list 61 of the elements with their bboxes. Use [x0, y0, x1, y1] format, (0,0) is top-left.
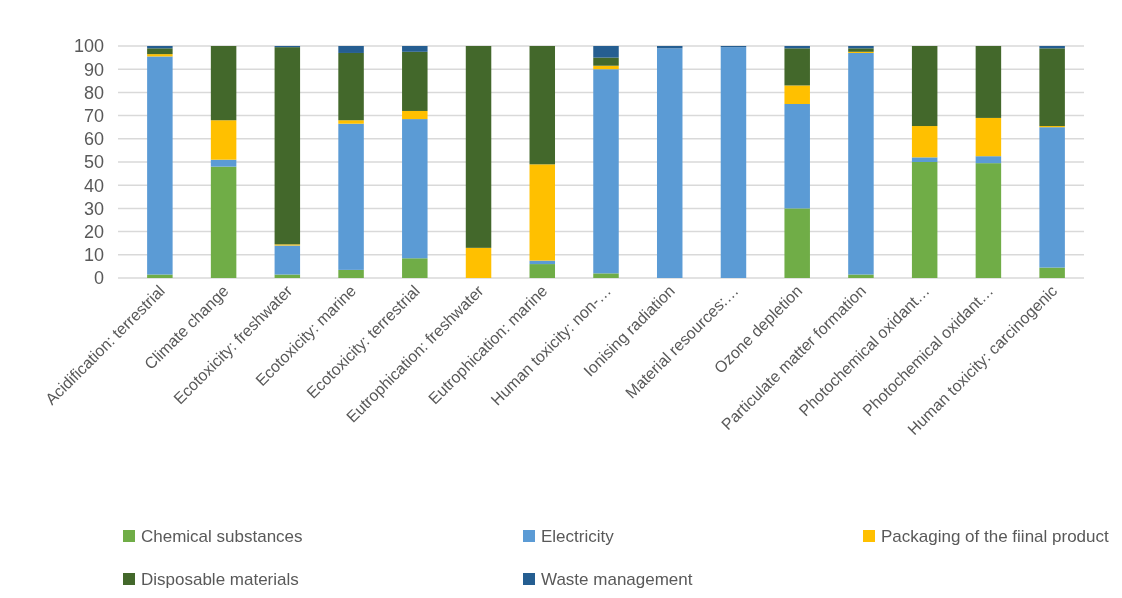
bar	[465, 46, 492, 248]
y-tick-label: 100	[73, 36, 104, 57]
bar	[210, 46, 237, 121]
y-tick-label: 40	[83, 175, 104, 196]
bar	[1039, 127, 1065, 268]
bar	[529, 264, 556, 278]
bar	[911, 126, 938, 158]
bar	[593, 57, 619, 66]
bar	[784, 48, 810, 86]
legend-label: Chemical substances	[141, 526, 303, 546]
bar	[274, 245, 301, 275]
bar	[784, 208, 810, 278]
y-tick-label: 90	[83, 59, 104, 80]
bar	[1039, 48, 1065, 127]
y-tick-label: 60	[83, 129, 104, 150]
bar	[338, 123, 364, 270]
bar	[784, 104, 810, 209]
bar	[593, 69, 619, 274]
bar	[848, 52, 874, 275]
y-tick-label: 10	[83, 245, 104, 266]
y-tick-label: 80	[83, 82, 104, 103]
bar	[402, 110, 428, 120]
y-tick-label: 30	[83, 198, 104, 219]
bar	[147, 48, 173, 55]
legend-label: Electricity	[541, 526, 615, 546]
legend-label: Disposable materials	[141, 569, 299, 589]
y-tick-label: 20	[83, 221, 104, 242]
bar	[784, 85, 810, 104]
bar	[147, 56, 173, 275]
bar	[529, 46, 556, 165]
bar	[720, 47, 747, 278]
bar	[656, 48, 683, 278]
y-tick-label: 50	[83, 152, 104, 173]
bar	[338, 120, 364, 124]
bar	[338, 52, 364, 121]
bar	[210, 120, 237, 160]
bar	[402, 51, 428, 111]
bar	[975, 163, 1002, 278]
bar	[210, 166, 237, 278]
bar	[338, 269, 364, 278]
bar	[911, 162, 938, 278]
bar	[975, 46, 1002, 118]
bar	[465, 247, 492, 278]
bar	[593, 273, 619, 278]
bar	[402, 46, 428, 52]
bar	[1039, 267, 1065, 278]
legend-label: Waste management	[541, 569, 693, 589]
bar	[911, 157, 938, 162]
bar	[402, 119, 428, 259]
legend-label: Packaging of the fiinal product	[881, 526, 1110, 546]
bar	[529, 164, 556, 261]
bar	[975, 156, 1002, 164]
bar	[911, 46, 938, 127]
bar	[338, 46, 364, 53]
y-tick-label: 0	[93, 268, 104, 289]
bar	[975, 117, 1002, 157]
bar	[402, 258, 428, 278]
bar	[593, 46, 619, 58]
bar	[210, 159, 237, 167]
bar	[274, 47, 301, 245]
y-tick-label: 70	[83, 105, 104, 126]
